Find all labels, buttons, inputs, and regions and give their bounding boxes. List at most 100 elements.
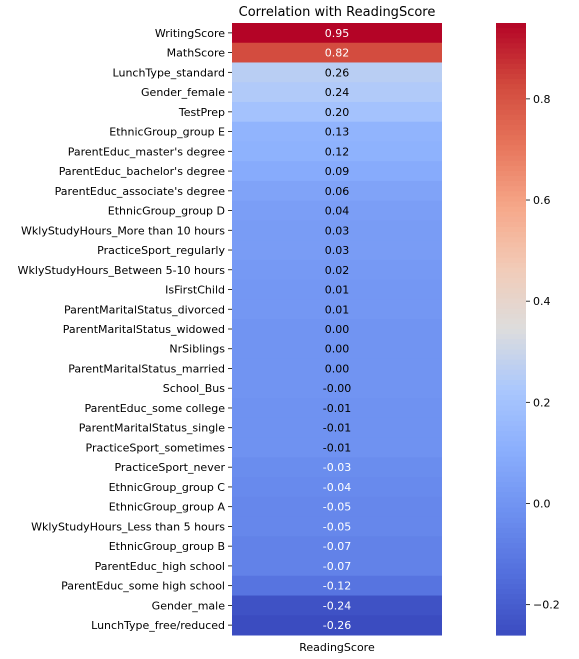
cell-value-label: 0.03	[325, 224, 350, 237]
colorbar-segment	[496, 349, 526, 356]
colorbar-segment	[496, 308, 526, 315]
colorbar-segment	[496, 89, 526, 95]
colorbar-segment	[496, 589, 526, 595]
heatmap-cell	[232, 595, 442, 616]
colorbar-segment	[496, 482, 526, 488]
heatmap-cell	[232, 62, 442, 83]
colorbar-segment	[496, 119, 526, 126]
heatmap-cell	[232, 437, 442, 458]
y-tick-label: WklyStudyHours_Less than 5 hours	[31, 520, 225, 533]
colorbar-segment	[496, 436, 526, 442]
y-tick-label: PracticeSport_sometimes	[86, 441, 226, 454]
colorbar-segment	[496, 374, 526, 381]
colorbar-tick-label: −0.2	[533, 599, 560, 612]
colorbar-segment	[496, 130, 526, 136]
colorbar-segment	[496, 186, 526, 192]
y-tick-label: ParentEduc_master's degree	[68, 145, 225, 158]
cell-value-label: 0.01	[325, 284, 350, 297]
cell-value-label: -0.04	[323, 481, 351, 494]
colorbar-segment	[496, 114, 526, 121]
colorbar-segment	[496, 609, 526, 616]
colorbar-segment	[496, 329, 526, 335]
heatmap-cell	[232, 575, 442, 597]
heatmap-cell	[232, 319, 442, 340]
colorbar-segment	[496, 522, 526, 529]
colorbar-segment	[496, 425, 526, 432]
cell-value-label: 0.24	[325, 86, 350, 99]
heatmap-cell	[232, 82, 442, 103]
row-labels: WritingScore MathScore LunchType_standard G…	[18, 27, 232, 632]
colorbar-segment	[496, 38, 526, 44]
y-tick-label: EthnicGroup_group E	[109, 126, 225, 139]
colorbar-segment	[496, 109, 526, 116]
colorbar-segment	[496, 221, 526, 228]
colorbar-segment	[496, 441, 526, 447]
heatmap-cell	[232, 200, 442, 221]
colorbar-segment	[496, 288, 526, 294]
y-tick-label: ParentMaritalStatus_divorced	[64, 303, 225, 316]
heatmap-cell	[232, 536, 442, 557]
cell-value-label: -0.03	[323, 461, 351, 474]
heatmap-cell	[232, 23, 442, 44]
colorbar-segment	[496, 278, 526, 284]
colorbar-segment	[496, 267, 526, 274]
heatmap-cell	[232, 615, 442, 636]
y-tick-label: ParentEduc_associate's degree	[55, 185, 226, 198]
colorbar-tick-label: 0.0	[533, 498, 551, 511]
colorbar-segment	[496, 410, 526, 417]
cell-value-label: 0.26	[325, 66, 350, 79]
colorbar-segment	[496, 548, 526, 554]
colorbar-segment	[496, 385, 526, 391]
colorbar-segment	[496, 28, 526, 34]
colorbar-segment	[496, 339, 526, 345]
heatmap-cell	[232, 299, 442, 320]
heatmap-cell	[232, 180, 442, 202]
cell-value-label: -0.12	[323, 580, 351, 593]
heatmap-cell	[232, 496, 442, 518]
colorbar-segment	[496, 584, 526, 590]
cell-value-label: -0.01	[323, 402, 351, 415]
colorbar-segment	[496, 502, 526, 509]
y-tick-label: Gender_male	[152, 599, 226, 612]
cell-value-label: 0.09	[325, 165, 350, 178]
cell-value-label: 0.00	[325, 343, 350, 356]
colorbar-tick-label: 0.2	[533, 396, 551, 409]
colorbar-segment	[496, 578, 526, 585]
cell-value-label: -0.00	[323, 382, 351, 395]
y-tick-label: EthnicGroup_group C	[109, 481, 226, 494]
colorbar-segment	[496, 68, 526, 75]
heatmap-cell	[232, 338, 442, 360]
heatmap-cell	[232, 259, 442, 281]
colorbar-segment	[496, 446, 526, 452]
cell-value-label: 0.00	[325, 323, 350, 336]
colorbar-segment	[496, 303, 526, 310]
colorbar-segment	[496, 318, 526, 325]
heatmap-cell	[232, 516, 442, 537]
colorbar-segment	[496, 165, 526, 172]
colorbar-segment	[496, 497, 526, 503]
colorbar-segment	[496, 573, 526, 580]
cell-value-label: -0.05	[323, 520, 351, 533]
colorbar-tick-label: 0.4	[533, 295, 551, 308]
colorbar-segment	[496, 400, 526, 407]
colorbar-segment	[496, 201, 526, 208]
colorbar-tick-label: 0.6	[533, 194, 551, 207]
y-tick-label: Gender_female	[141, 86, 225, 99]
colorbar-segment	[496, 476, 526, 483]
colorbar-segment	[496, 533, 526, 539]
colorbar-segment	[496, 135, 526, 141]
colorbar-segment	[496, 512, 526, 519]
y-tick-label: ParentEduc_some high school	[61, 580, 225, 593]
colorbar-segment	[496, 33, 526, 39]
colorbar-segment	[496, 283, 526, 289]
colorbar-segment	[496, 58, 526, 65]
colorbar-segment	[496, 99, 526, 106]
heatmap-cell	[232, 240, 442, 261]
cell-value-label: 0.00	[325, 362, 350, 375]
y-tick-label: EthnicGroup_group A	[109, 501, 226, 514]
colorbar-segment	[496, 415, 526, 422]
heatmap-cell	[232, 417, 442, 439]
colorbar-segment	[496, 79, 526, 85]
colorbar-segment	[496, 84, 526, 90]
cell-value-label: -0.01	[323, 441, 351, 454]
